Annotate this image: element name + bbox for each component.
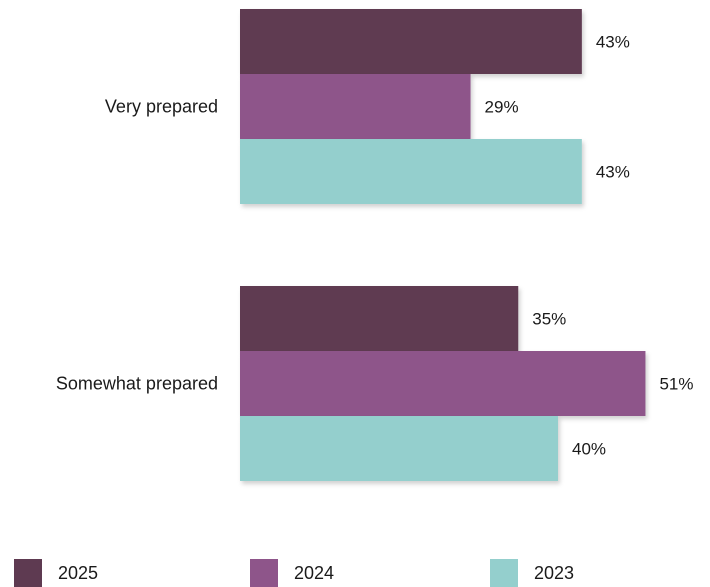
legend-item-2024: 2024 bbox=[250, 559, 334, 587]
value-label-2023-somewhat-prepared: 40% bbox=[572, 440, 606, 459]
legend-swatch-2025 bbox=[14, 559, 42, 587]
legend-label-2023: 2023 bbox=[534, 563, 575, 583]
legend-swatch-2024 bbox=[250, 559, 278, 587]
bar-2023-very-prepared bbox=[240, 139, 582, 204]
bar-2023-somewhat-prepared bbox=[240, 416, 558, 481]
category-label-very-prepared: Very prepared bbox=[105, 97, 218, 117]
value-label-2024-somewhat-prepared: 51% bbox=[659, 375, 693, 394]
legend: 2025 2024 2023 bbox=[0, 559, 710, 587]
legend-swatch-2023 bbox=[490, 559, 518, 587]
legend-label-2025: 2025 bbox=[58, 563, 99, 583]
legend-item-2023: 2023 bbox=[490, 559, 574, 587]
bar-2025-somewhat-prepared bbox=[240, 286, 519, 351]
value-label-2025-very-prepared: 43% bbox=[596, 33, 630, 52]
value-labels: 43% 29% 43% 35% 51% 40% bbox=[485, 33, 694, 459]
value-label-2023-very-prepared: 43% bbox=[596, 163, 630, 182]
category-labels: Very prepared Somewhat prepared bbox=[56, 97, 218, 394]
category-label-somewhat-prepared: Somewhat prepared bbox=[56, 374, 218, 394]
bars-group bbox=[240, 9, 646, 481]
value-label-2025-somewhat-prepared: 35% bbox=[532, 310, 566, 329]
bar-2024-somewhat-prepared bbox=[240, 351, 646, 416]
value-label-2024-very-prepared: 29% bbox=[485, 98, 519, 117]
bar-2024-very-prepared bbox=[240, 74, 471, 139]
bar-2025-very-prepared bbox=[240, 9, 582, 74]
legend-label-2024: 2024 bbox=[294, 563, 335, 583]
legend-item-2025: 2025 bbox=[14, 559, 98, 587]
